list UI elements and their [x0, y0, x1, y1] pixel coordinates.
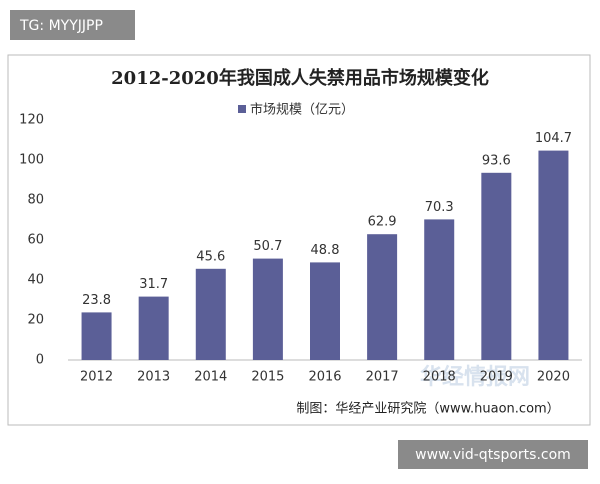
bar — [424, 219, 455, 360]
bottom-label: www.vid-qtsports.com — [415, 447, 571, 463]
y-tick-label: 80 — [27, 193, 44, 208]
x-tick-label: 2019 — [480, 370, 513, 385]
bottom-label-box — [398, 440, 588, 469]
y-tick-label: 100 — [19, 153, 44, 168]
x-tick-label: 2017 — [366, 370, 399, 385]
x-tick-label: 2016 — [308, 370, 341, 385]
value-label: 23.8 — [82, 293, 111, 308]
legend-label: 市场规模（亿元） — [250, 102, 354, 118]
bar — [481, 172, 512, 360]
source-note: 制图：华经产业研究院（www.huaon.com） — [296, 402, 559, 417]
top-label-box — [10, 10, 135, 40]
x-tick-label: 2014 — [194, 370, 227, 385]
value-label: 45.6 — [196, 249, 225, 264]
bar — [138, 296, 169, 360]
value-label: 93.6 — [482, 153, 511, 168]
y-tick-label: 0 — [36, 353, 44, 368]
bar — [367, 234, 398, 360]
value-label: 48.8 — [311, 243, 340, 258]
y-tick-label: 120 — [19, 113, 44, 128]
bar — [195, 268, 226, 360]
value-label: 70.3 — [425, 200, 454, 215]
bar — [310, 262, 340, 360]
y-tick-label: 60 — [27, 233, 44, 248]
x-tick-label: 2015 — [251, 370, 284, 385]
bar — [538, 150, 569, 360]
value-label: 62.9 — [368, 215, 397, 230]
bar — [252, 258, 283, 360]
value-label: 50.7 — [253, 239, 282, 254]
x-tick-label: 2018 — [423, 370, 456, 385]
x-tick-label: 2020 — [537, 370, 570, 385]
x-tick-label: 2013 — [137, 370, 170, 385]
y-tick-label: 40 — [27, 273, 44, 288]
legend-swatch — [238, 105, 246, 113]
watermark: 华经情报网 — [420, 364, 530, 390]
chart-title: 2012-2020年我国成人失禁用品市场规模变化 — [111, 67, 489, 89]
value-label: 31.7 — [139, 277, 168, 292]
value-label: 104.7 — [535, 131, 572, 146]
x-tick-label: 2012 — [80, 370, 113, 385]
y-tick-label: 20 — [27, 313, 44, 328]
top-label: TG: MYYJJPP — [19, 18, 103, 34]
bar — [81, 312, 112, 360]
